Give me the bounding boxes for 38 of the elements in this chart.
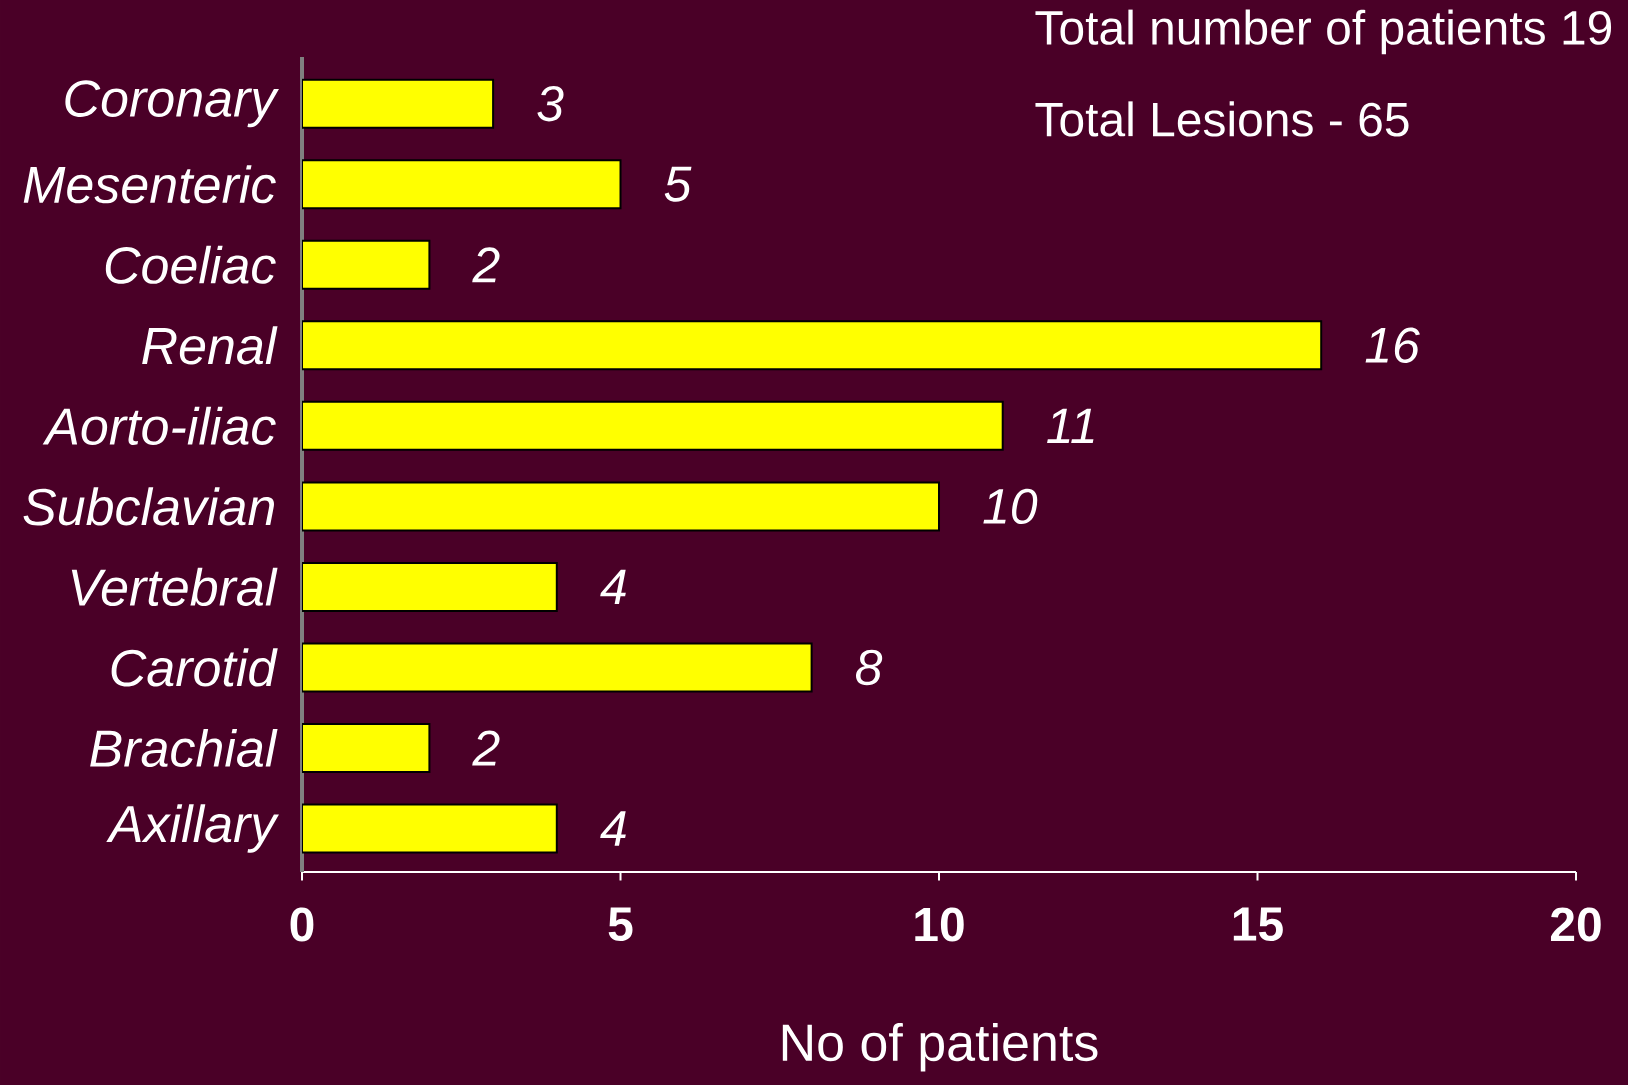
y-tick-label: Coeliac: [105, 245, 276, 284]
data-label: 8: [855, 649, 883, 686]
y-tick-label: Carotid: [111, 648, 278, 687]
bar: [302, 159, 622, 210]
y-tick-label: Mesenteric: [23, 165, 276, 204]
y-tick-label: Coronary: [65, 80, 279, 128]
data-label: 5: [664, 166, 692, 202]
data-label: 2: [472, 247, 500, 283]
data-label: 2: [472, 730, 500, 766]
bar: [302, 803, 558, 854]
data-label: 4: [600, 811, 626, 846]
text: Total number of patients 19: [1035, 9, 1612, 55]
x-tick-label: 10: [915, 907, 964, 942]
bar: [302, 642, 813, 693]
bar: [302, 722, 431, 773]
data-label: 11: [1047, 408, 1094, 444]
data-label: 3: [537, 86, 564, 122]
y-tick-label: Aorto-iliac: [42, 406, 276, 445]
y-tick-label: Subclavian: [23, 487, 274, 526]
bar: [302, 400, 1004, 451]
data-label: 4: [600, 569, 626, 605]
y-tick-label: Vertebral: [71, 567, 278, 606]
x-tick-label: 0: [290, 907, 314, 942]
data-label: 10: [983, 488, 1038, 525]
bar: [302, 78, 495, 129]
x-tick-label: 5: [608, 907, 633, 942]
bar: [302, 320, 1323, 371]
x-tick-label: 20: [1550, 907, 1601, 942]
bar: [302, 481, 941, 532]
data-label: 16: [1365, 327, 1420, 364]
annotation: Total Lesions - 65: [1035, 101, 1409, 137]
y-tick-label: Axillary: [106, 804, 279, 853]
y-tick-label: Renal: [142, 326, 278, 365]
x-axis-title: No of patients: [782, 1022, 1098, 1072]
bar: [302, 561, 558, 612]
y-tick-label: Brachial: [90, 728, 278, 768]
bar: [302, 239, 431, 290]
x-tick-label: 15: [1233, 907, 1283, 942]
